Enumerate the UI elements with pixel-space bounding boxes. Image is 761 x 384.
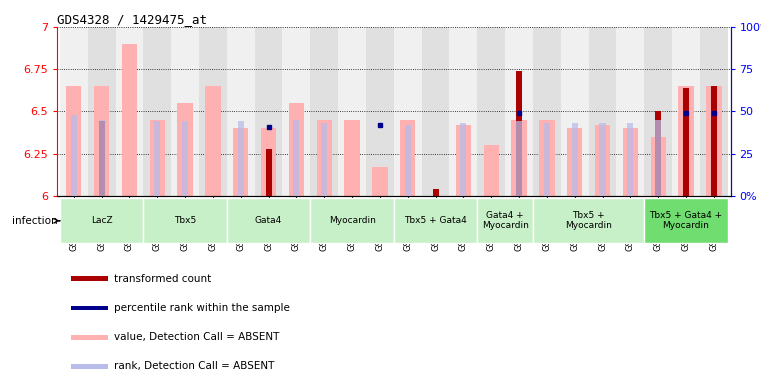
Bar <box>595 125 610 196</box>
Bar <box>616 27 645 196</box>
Bar <box>282 27 310 196</box>
Bar <box>516 121 522 196</box>
Bar <box>227 198 310 243</box>
Bar <box>711 86 717 196</box>
Text: GDS4328 / 1429475_at: GDS4328 / 1429475_at <box>57 13 207 26</box>
Bar <box>199 27 227 196</box>
Bar <box>345 120 360 196</box>
Bar <box>171 27 199 196</box>
Bar <box>600 123 606 196</box>
Bar <box>310 27 338 196</box>
Bar <box>393 27 422 196</box>
Text: value, Detection Call = ABSENT: value, Detection Call = ABSENT <box>114 332 280 342</box>
Text: Tbx5: Tbx5 <box>174 216 196 225</box>
Bar <box>60 198 143 243</box>
Bar <box>683 88 689 196</box>
Text: Gata4 +
Myocardin: Gata4 + Myocardin <box>482 211 529 230</box>
Bar <box>700 27 728 196</box>
Bar <box>505 27 533 196</box>
Bar <box>71 115 77 196</box>
Bar <box>205 86 221 196</box>
Bar <box>645 198 728 243</box>
Bar <box>477 27 505 196</box>
Text: Tbx5 +
Myocardin: Tbx5 + Myocardin <box>565 211 612 230</box>
Bar <box>572 123 578 196</box>
Bar <box>651 137 666 196</box>
Bar <box>405 125 411 196</box>
Bar <box>655 120 661 196</box>
Bar <box>182 121 188 196</box>
Bar <box>588 27 616 196</box>
Bar <box>516 71 522 196</box>
Bar <box>154 121 161 196</box>
Bar <box>317 120 332 196</box>
Text: infection: infection <box>12 216 58 226</box>
Text: Myocardin: Myocardin <box>329 216 375 225</box>
Bar <box>655 111 661 196</box>
Text: percentile rank within the sample: percentile rank within the sample <box>114 303 290 313</box>
Bar <box>561 27 588 196</box>
Bar <box>622 128 638 196</box>
Bar <box>94 86 110 196</box>
Bar <box>456 125 471 196</box>
Bar <box>372 167 387 196</box>
Bar <box>706 86 721 196</box>
Bar <box>511 120 527 196</box>
Bar <box>422 27 450 196</box>
Bar <box>98 121 105 196</box>
Bar <box>98 120 105 196</box>
Bar <box>261 128 276 196</box>
Bar <box>266 149 272 196</box>
Bar <box>477 198 533 243</box>
Bar <box>233 128 248 196</box>
Bar <box>540 120 555 196</box>
Bar <box>60 27 88 196</box>
Bar <box>450 27 477 196</box>
Bar <box>293 120 300 196</box>
Bar <box>143 198 227 243</box>
Text: rank, Detection Call = ABSENT: rank, Detection Call = ABSENT <box>114 361 275 371</box>
Bar <box>237 121 244 196</box>
Bar <box>310 198 393 243</box>
Bar <box>227 27 255 196</box>
Text: transformed count: transformed count <box>114 274 212 284</box>
Text: Tbx5 + Gata4: Tbx5 + Gata4 <box>404 216 467 225</box>
Bar <box>71 306 107 310</box>
Bar <box>678 86 694 196</box>
Bar <box>366 27 393 196</box>
Bar <box>533 27 561 196</box>
Bar <box>288 103 304 196</box>
Bar <box>483 145 499 196</box>
Bar <box>672 27 700 196</box>
Bar <box>321 123 327 196</box>
Bar <box>533 198 645 243</box>
Text: Gata4: Gata4 <box>255 216 282 225</box>
Bar <box>338 27 366 196</box>
Bar <box>71 276 107 281</box>
Text: LacZ: LacZ <box>91 216 113 225</box>
Bar <box>143 27 171 196</box>
Bar <box>544 123 550 196</box>
Bar <box>88 27 116 196</box>
Bar <box>71 364 107 369</box>
Bar <box>255 27 282 196</box>
Bar <box>460 123 466 196</box>
Bar <box>177 103 193 196</box>
Bar <box>627 123 633 196</box>
Bar <box>116 27 143 196</box>
Bar <box>66 86 81 196</box>
Bar <box>71 335 107 339</box>
Bar <box>122 44 137 196</box>
Bar <box>432 189 438 196</box>
Text: Tbx5 + Gata4 +
Myocardin: Tbx5 + Gata4 + Myocardin <box>649 211 723 230</box>
Bar <box>645 27 672 196</box>
Bar <box>150 120 165 196</box>
Bar <box>393 198 477 243</box>
Bar <box>567 128 582 196</box>
Bar <box>400 120 416 196</box>
